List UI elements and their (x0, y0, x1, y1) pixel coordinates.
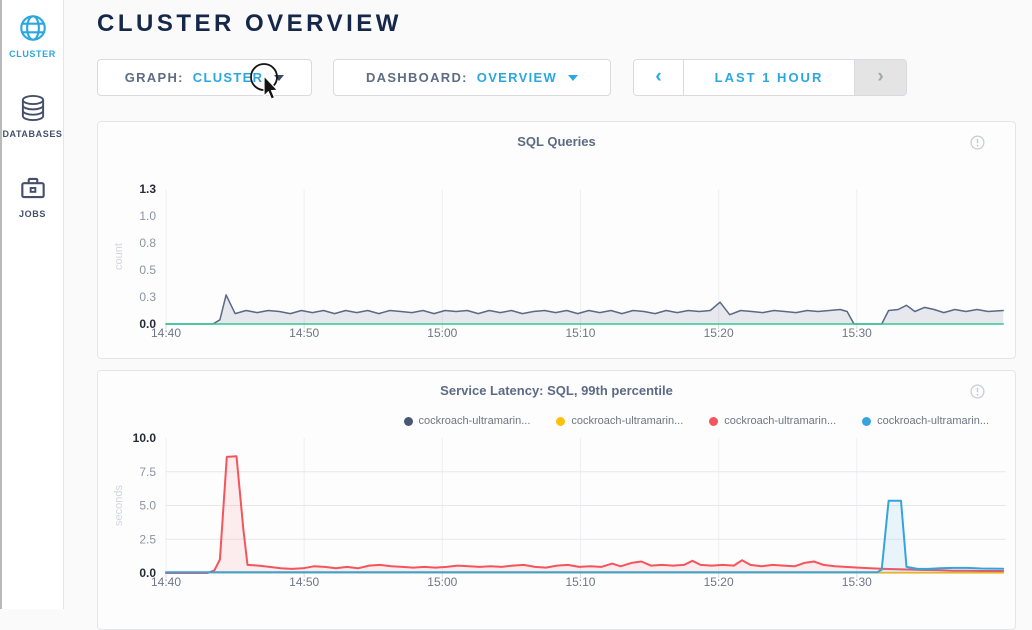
svg-text:0.3: 0.3 (139, 290, 156, 304)
sidebar-item-cluster[interactable]: CLUSTER (2, 8, 63, 88)
legend-item[interactable]: cockroach-ultramarin... (709, 415, 836, 427)
svg-text:10.0: 10.0 (133, 431, 157, 445)
legend-dot-icon (403, 416, 413, 426)
time-next-button[interactable]: › (854, 60, 906, 95)
controls-bar: GRAPH: CLUSTER DASHBOARD: OVERVIEW ‹ LAS… (97, 59, 1016, 96)
svg-text:14:50: 14:50 (289, 326, 319, 340)
svg-text:15:00: 15:00 (427, 326, 457, 340)
chart-legend: cockroach-ultramarin... cockroach-ultram… (403, 415, 989, 427)
sidebar: CLUSTER DATABASES JOBS (0, 0, 64, 609)
service-latency-chart[interactable]: 14:40 14:50 15:00 15:10 15:20 15:30 0.0 2.5 5.0 7… (98, 371, 1017, 609)
svg-text:14:50: 14:50 (289, 575, 319, 589)
info-icon[interactable] (970, 135, 985, 155)
svg-text:0.5: 0.5 (139, 263, 156, 277)
svg-text:15:10: 15:10 (565, 326, 595, 340)
sql-queries-chart[interactable]: 14:40 14:50 15:00 15:10 15:20 15:30 0.0 0.3 0.5 0… (98, 122, 1017, 360)
legend-dot-icon (709, 416, 719, 426)
svg-text:5.0: 5.0 (139, 499, 156, 513)
graph-dropdown-label: GRAPH: (124, 70, 184, 85)
svg-text:14:40: 14:40 (151, 326, 181, 340)
legend-label: cockroach-ultramarin... (571, 415, 684, 427)
chevron-down-icon (568, 74, 579, 81)
svg-text:15:20: 15:20 (704, 326, 734, 340)
info-icon[interactable] (970, 384, 985, 404)
legend-item[interactable]: cockroach-ultramarin... (862, 415, 989, 427)
svg-text:0.8: 0.8 (139, 236, 156, 250)
legend-label: cockroach-ultramarin... (877, 415, 989, 427)
chevron-down-icon (274, 74, 285, 81)
svg-text:15:10: 15:10 (565, 575, 595, 589)
time-range-label[interactable]: LAST 1 HOUR (714, 70, 824, 85)
dashboard-dropdown-value: OVERVIEW (476, 70, 558, 85)
legend-dot-icon (862, 416, 872, 426)
svg-text:14:40: 14:40 (151, 575, 181, 589)
svg-text:7.5: 7.5 (139, 465, 156, 479)
svg-text:seconds: seconds (113, 485, 125, 526)
chart-title: Service Latency: SQL, 99th percentile (440, 383, 673, 398)
svg-text:15:30: 15:30 (842, 575, 872, 589)
svg-text:2.5: 2.5 (139, 532, 156, 546)
svg-text:count: count (113, 243, 125, 270)
globe-icon (19, 15, 46, 41)
legend-dot-icon (556, 416, 566, 426)
time-window-selector: ‹ LAST 1 HOUR › (633, 59, 907, 96)
dashboard-dropdown[interactable]: DASHBOARD: OVERVIEW (333, 59, 611, 96)
sidebar-item-label: JOBS (19, 209, 46, 219)
briefcase-icon (20, 177, 45, 199)
svg-text:15:30: 15:30 (842, 326, 872, 340)
graph-dropdown-value: CLUSTER (192, 70, 264, 85)
sidebar-item-databases[interactable]: DATABASES (2, 88, 63, 168)
svg-text:15:00: 15:00 (427, 575, 457, 589)
sidebar-item-label: CLUSTER (9, 49, 56, 59)
svg-text:1.0: 1.0 (139, 209, 156, 223)
graph-dropdown[interactable]: GRAPH: CLUSTER (97, 59, 312, 96)
svg-text:1.3: 1.3 (139, 182, 156, 196)
main-content: CLUSTER OVERVIEW GRAPH: CLUSTER DASHBOAR… (64, 0, 1032, 630)
svg-text:15:20: 15:20 (704, 575, 734, 589)
legend-label: cockroach-ultramarin... (418, 415, 531, 427)
legend-item[interactable]: cockroach-ultramarin... (556, 415, 683, 427)
page-title: CLUSTER OVERVIEW (97, 10, 402, 37)
databases-icon (21, 94, 44, 121)
chart-title: SQL Queries (517, 134, 596, 149)
legend-item[interactable]: cockroach-ultramarin... (403, 415, 531, 427)
sidebar-item-jobs[interactable]: JOBS (2, 168, 63, 248)
dashboard-dropdown-label: DASHBOARD: (365, 70, 468, 85)
legend-label: cockroach-ultramarin... (724, 415, 837, 427)
chart-card-service-latency: Service Latency: SQL, 99th percentile co… (97, 370, 1016, 630)
sidebar-item-label: DATABASES (2, 129, 63, 139)
svg-text:0.0: 0.0 (139, 566, 156, 580)
svg-text:0.0: 0.0 (139, 317, 156, 331)
time-prev-button[interactable]: ‹ (634, 60, 684, 95)
chart-card-sql-queries: SQL Queries 14:40 14:50 15:00 15:10 15:20 15:… (97, 121, 1016, 359)
